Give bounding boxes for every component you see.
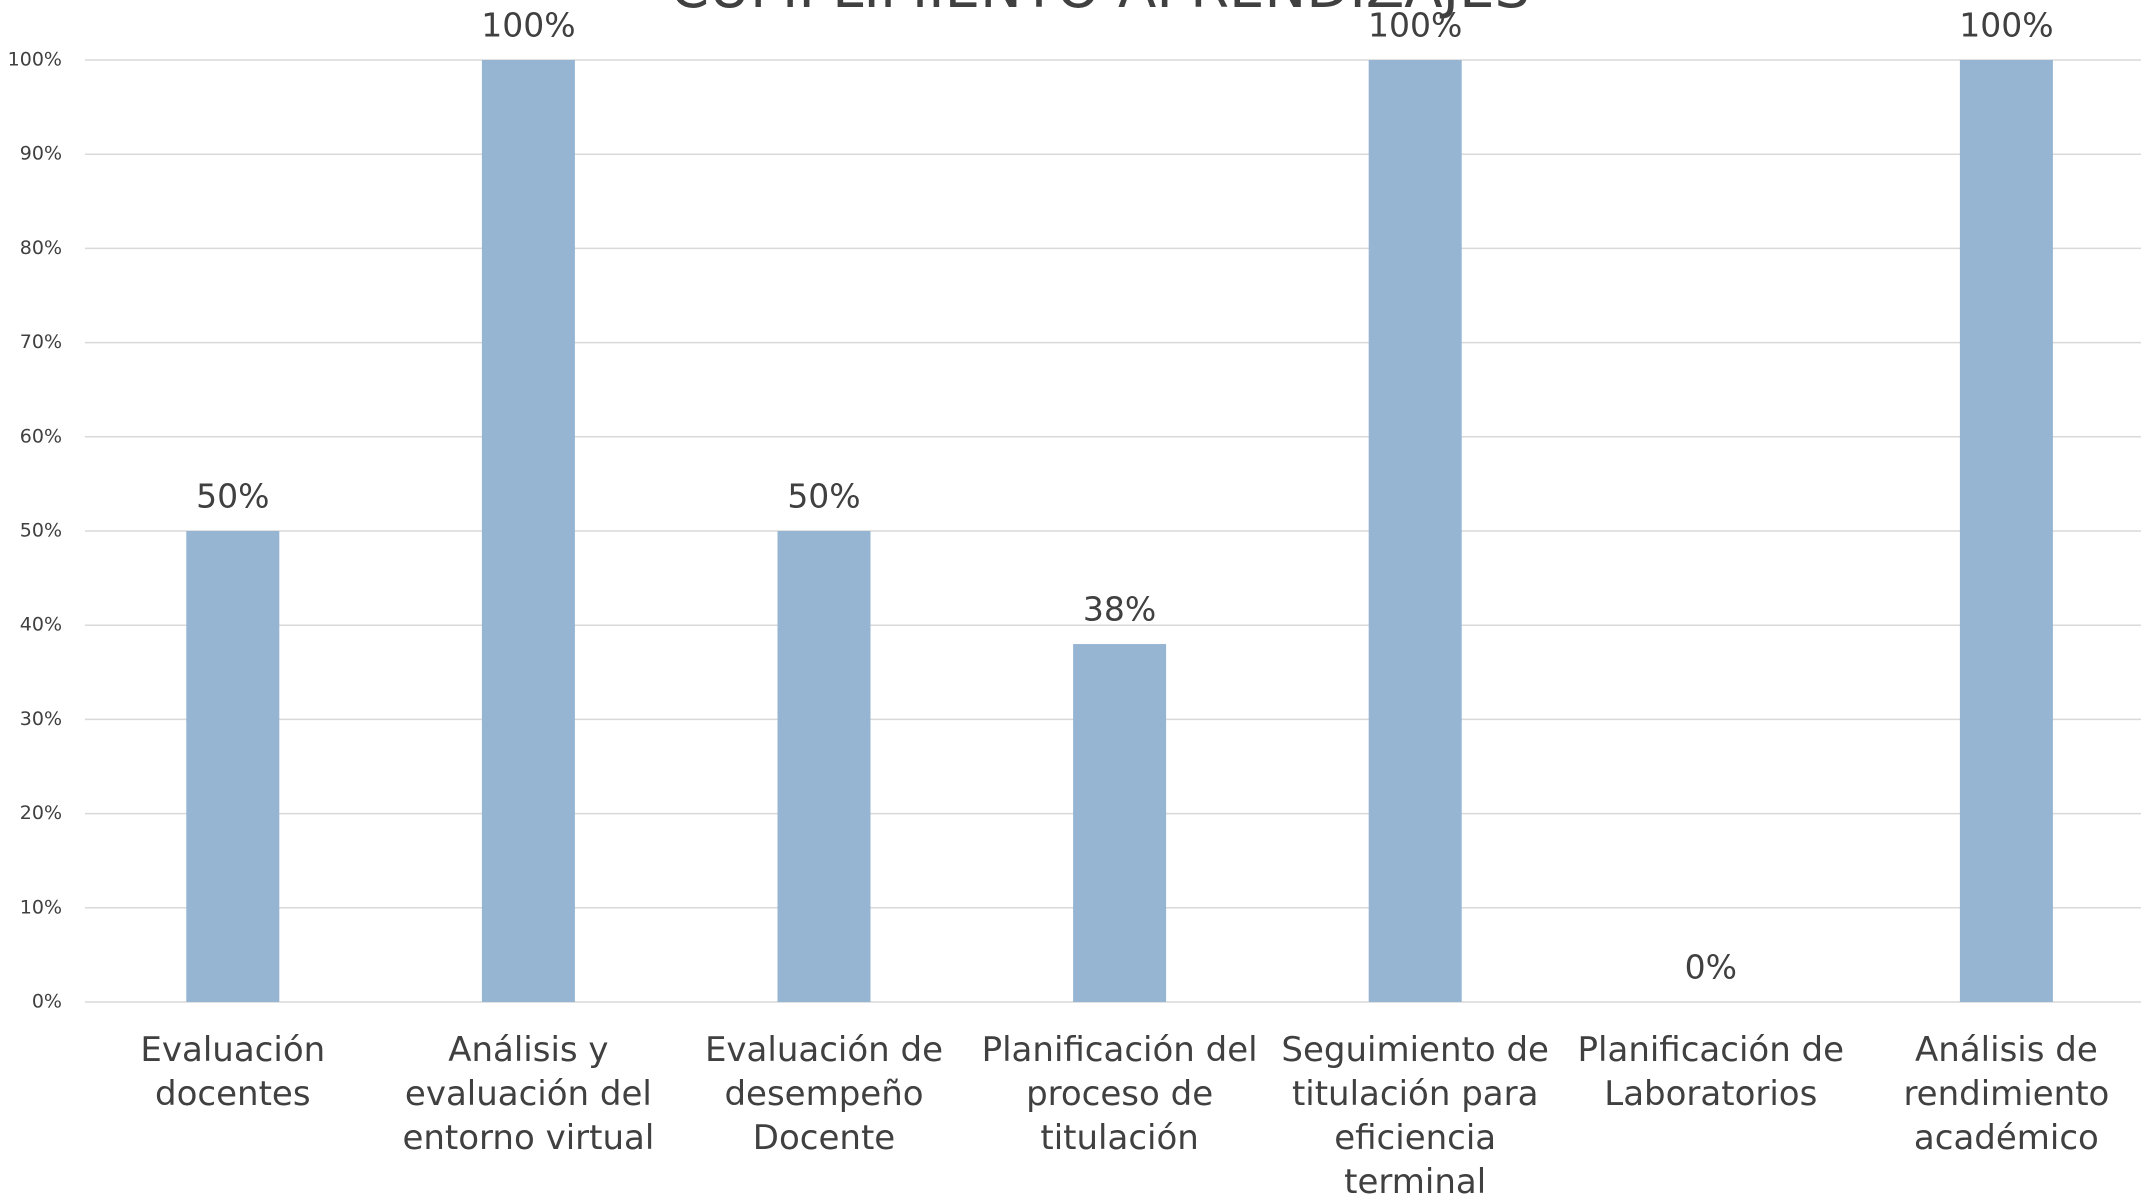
y-tick-label: 60% <box>20 425 62 447</box>
value-label: 100% <box>1368 6 1462 45</box>
y-tick-label: 70% <box>20 331 62 353</box>
bar <box>1368 60 1462 1002</box>
value-label: 100% <box>1959 6 2053 45</box>
value-label: 100% <box>481 6 575 45</box>
x-tick-label: Análisis y evaluación del entorno virtua… <box>402 1030 655 1158</box>
y-tick-label: 50% <box>20 520 62 542</box>
x-tick-label: Seguimiento de titulación para eficienci… <box>1281 1030 1549 1202</box>
x-tick-label: Planificación de Laboratorios <box>1577 1030 1845 1114</box>
chart-title: CUMPLIMIENTO APRENDIZAJES <box>670 0 1530 21</box>
x-tick-label: Análisis de rendimiento académico <box>1903 1030 2110 1158</box>
y-tick-label: 40% <box>20 614 62 636</box>
y-tick-label: 0% <box>32 991 62 1013</box>
value-label: 0% <box>1685 948 1737 987</box>
x-tick-label: Planificación del proceso de titulación <box>981 1030 1258 1158</box>
y-tick-label: 20% <box>20 802 62 824</box>
y-tick-label: 100% <box>8 49 62 71</box>
value-label: 50% <box>196 477 269 516</box>
bar <box>481 60 575 1002</box>
bar <box>1073 644 1167 1002</box>
y-tick-label: 80% <box>20 237 62 259</box>
bar <box>1959 60 2053 1002</box>
x-tick-label: Evaluación de desempeño Docente <box>704 1030 944 1158</box>
y-tick-label: 90% <box>20 143 62 165</box>
value-label: 38% <box>1083 590 1156 629</box>
bar <box>777 531 871 1002</box>
bar <box>186 531 280 1002</box>
value-label: 50% <box>787 477 860 516</box>
y-tick-label: 10% <box>20 896 62 918</box>
x-tick-label: Evaluación docentes <box>140 1030 326 1114</box>
y-tick-label: 30% <box>20 708 62 730</box>
